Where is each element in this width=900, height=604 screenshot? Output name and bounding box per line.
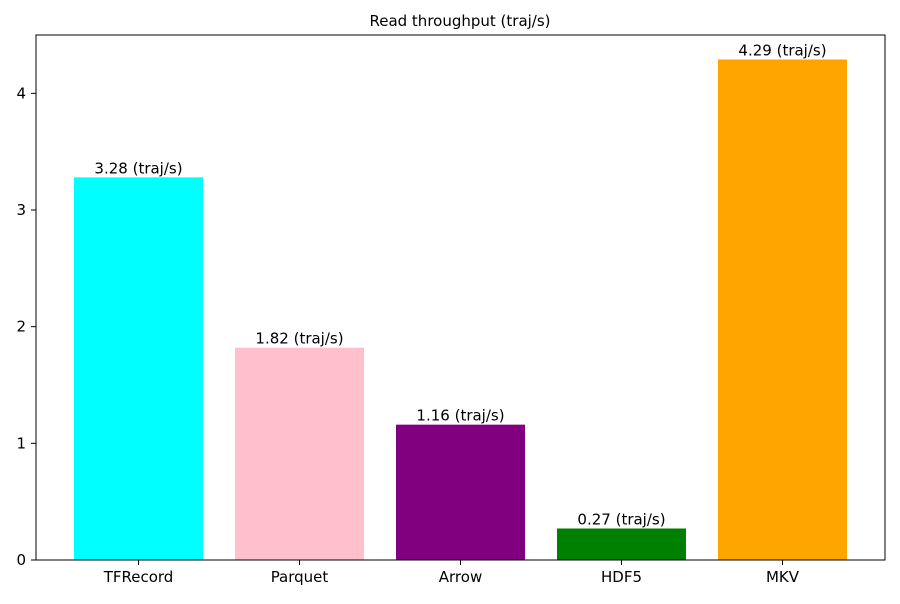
bar-arrow bbox=[396, 424, 525, 560]
y-tick-label: 4 bbox=[16, 84, 26, 102]
bars-layer bbox=[74, 59, 847, 561]
chart-title: Read throughput (traj/s) bbox=[369, 12, 550, 30]
y-tick-label: 2 bbox=[16, 318, 26, 336]
x-tick-label-mkv: MKV bbox=[766, 568, 800, 586]
value-labels-layer: 3.28 (traj/s) 1.82 (traj/s) 1.16 (traj/s) 0… bbox=[94, 42, 826, 529]
value-label-tfrecord: 3.28 (traj/s) bbox=[94, 159, 182, 177]
plot-frame bbox=[35, 34, 886, 561]
value-label-parquet: 1.82 (traj/s) bbox=[255, 330, 343, 348]
bar-mkv bbox=[718, 59, 847, 560]
y-tick-label: 3 bbox=[16, 201, 26, 219]
x-tick-label-parquet: Parquet bbox=[271, 568, 329, 586]
y-tick-label: 0 bbox=[16, 551, 26, 569]
x-tick-label-hdf5: HDF5 bbox=[601, 568, 642, 586]
y-tick-label: 1 bbox=[16, 434, 26, 452]
value-label-mkv: 4.29 (traj/s) bbox=[738, 42, 826, 60]
bar-tfrecord bbox=[74, 177, 203, 561]
x-tick-label-arrow: Arrow bbox=[439, 568, 482, 586]
x-tick-label-tfrecord: TFRecord bbox=[103, 568, 174, 586]
axes-layer: TFRecord Parquet Arrow HDF5 MKV 0 1 2 3 4 bbox=[16, 34, 886, 586]
bar-parquet bbox=[235, 347, 364, 560]
value-label-hdf5: 0.27 (traj/s) bbox=[577, 511, 665, 529]
value-label-arrow: 1.16 (traj/s) bbox=[416, 407, 504, 425]
bar-hdf5 bbox=[557, 528, 686, 560]
